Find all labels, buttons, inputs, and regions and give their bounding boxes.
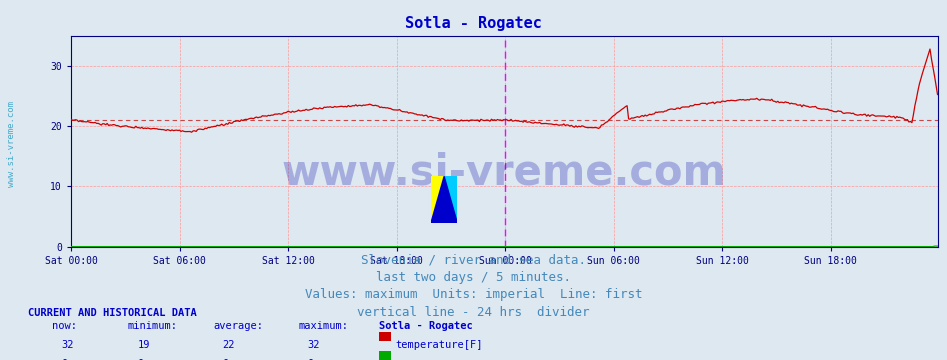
Text: maximum:: maximum: xyxy=(298,321,348,332)
Text: 19: 19 xyxy=(137,340,150,350)
Text: temperature[F]: temperature[F] xyxy=(396,340,483,350)
Polygon shape xyxy=(431,176,457,223)
Text: www.si-vreme.com: www.si-vreme.com xyxy=(282,152,726,194)
Text: 32: 32 xyxy=(308,340,320,350)
Text: vertical line - 24 hrs  divider: vertical line - 24 hrs divider xyxy=(357,306,590,319)
Text: flow[foot3/min]: flow[foot3/min] xyxy=(396,359,490,360)
Polygon shape xyxy=(444,176,457,223)
Text: Sotla - Rogatec: Sotla - Rogatec xyxy=(379,321,473,332)
Text: Slovenia / river and sea data.: Slovenia / river and sea data. xyxy=(361,254,586,267)
Text: 0: 0 xyxy=(223,359,229,360)
Text: 32: 32 xyxy=(62,340,74,350)
Text: Values: maximum  Units: imperial  Line: first: Values: maximum Units: imperial Line: fi… xyxy=(305,288,642,301)
Text: 0: 0 xyxy=(62,359,68,360)
Text: 0: 0 xyxy=(137,359,144,360)
Text: now:: now: xyxy=(52,321,77,332)
Text: 0: 0 xyxy=(308,359,314,360)
Text: Sotla - Rogatec: Sotla - Rogatec xyxy=(405,16,542,31)
Text: CURRENT AND HISTORICAL DATA: CURRENT AND HISTORICAL DATA xyxy=(28,308,197,318)
Text: last two days / 5 minutes.: last two days / 5 minutes. xyxy=(376,271,571,284)
Text: average:: average: xyxy=(213,321,263,332)
Text: www.si-vreme.com: www.si-vreme.com xyxy=(7,101,16,187)
Text: minimum:: minimum: xyxy=(128,321,178,332)
Polygon shape xyxy=(431,176,444,223)
Text: 22: 22 xyxy=(223,340,235,350)
